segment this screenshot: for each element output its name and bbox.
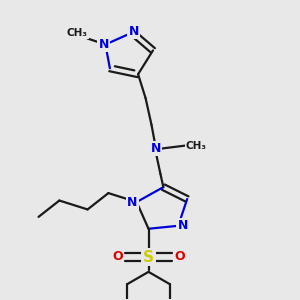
Text: O: O xyxy=(174,250,185,263)
Text: O: O xyxy=(112,250,123,263)
Text: N: N xyxy=(128,25,139,38)
Text: CH₃: CH₃ xyxy=(186,140,207,151)
Text: N: N xyxy=(127,196,137,208)
Text: N: N xyxy=(178,219,188,232)
Text: CH₃: CH₃ xyxy=(67,28,88,38)
Text: N: N xyxy=(99,38,109,51)
Text: N: N xyxy=(151,142,161,155)
Text: S: S xyxy=(143,250,154,265)
